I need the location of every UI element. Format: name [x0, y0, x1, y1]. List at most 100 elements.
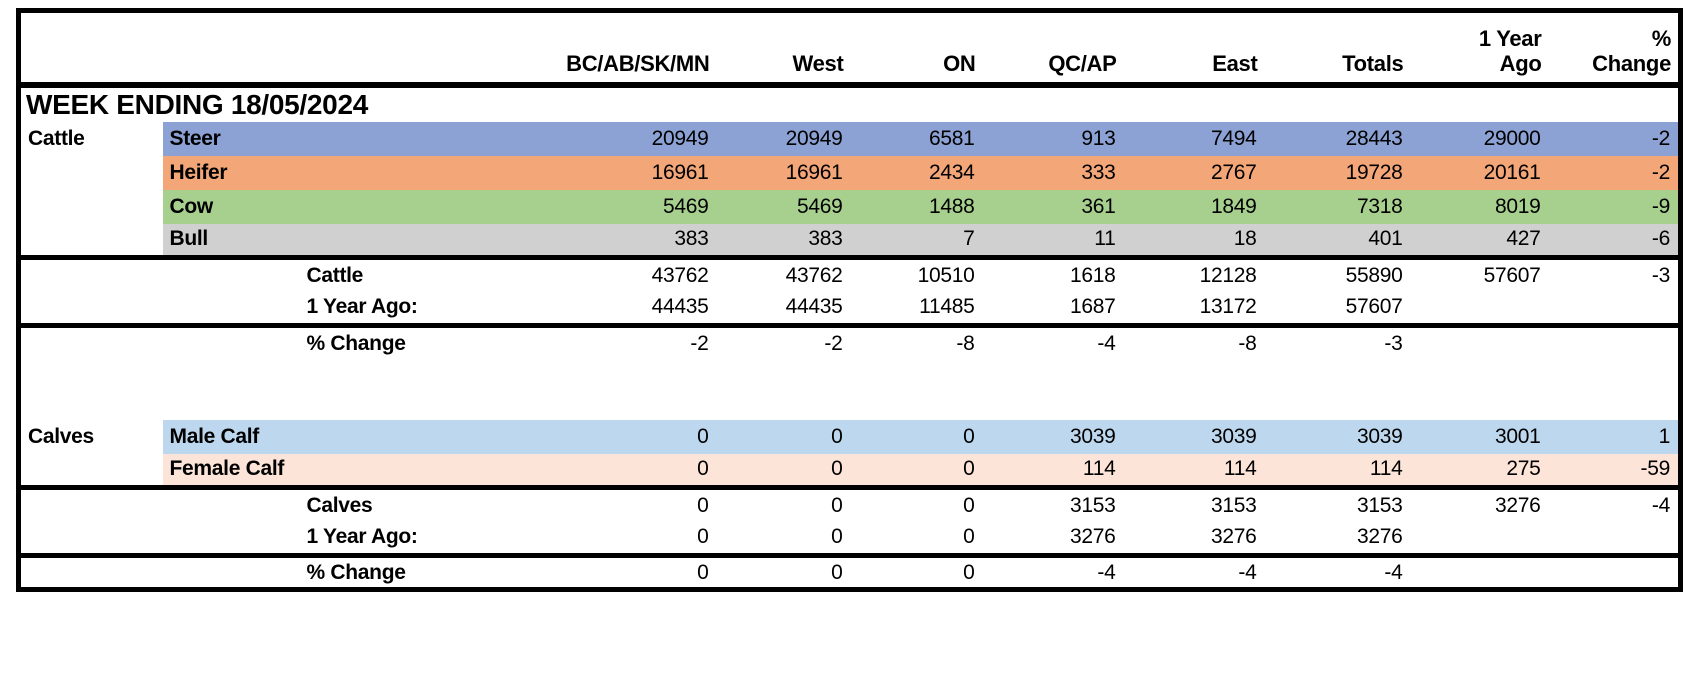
value-cell: -9	[1548, 189, 1681, 224]
table-row: Female Calf 0 0 0 114 114 114 275 -59	[18, 453, 1681, 490]
category-empty	[162, 521, 305, 558]
value-cell: 29000	[1410, 121, 1549, 156]
value-cell	[1548, 291, 1681, 328]
summary-empty	[304, 189, 463, 224]
table-row: Calves Male Calf 0 0 0 3039 3039 3039 3001 1	[19, 419, 1681, 454]
value-cell: 1618	[1069, 263, 1116, 287]
value-cell: 383	[462, 223, 717, 260]
value-cell: -4	[1651, 493, 1670, 517]
category-label: Male Calf	[162, 419, 305, 454]
value-cell: 0	[850, 419, 983, 454]
table-row: WEEK ENDING 18/05/2024	[19, 85, 1681, 122]
value-cell	[1410, 291, 1549, 328]
summary-empty	[304, 453, 463, 490]
value-cell: 114	[1123, 453, 1265, 490]
value-cell	[1410, 521, 1549, 558]
value-cell: 1849	[1123, 189, 1265, 224]
value-cell: 28443	[1264, 121, 1411, 156]
value-cell: 13172	[1123, 291, 1265, 328]
value-cell: -3	[1651, 263, 1670, 287]
table-row: Cow 5469 5469 1488 361 1849 7318 8019 -9	[19, 189, 1681, 224]
header-pct-change: % Change	[1548, 10, 1681, 88]
header-empty-category	[162, 10, 305, 88]
header-empty-group	[18, 10, 163, 88]
value-cell: -2	[1548, 155, 1681, 190]
value-cell: 0	[716, 419, 851, 454]
group-label	[18, 291, 163, 328]
summary-label: Cattle	[306, 263, 364, 287]
group-label	[18, 453, 163, 490]
value-cell: 7	[850, 223, 983, 260]
value-cell: 11	[982, 223, 1124, 260]
value-cell: 10510	[917, 263, 975, 287]
header-row: BC/AB/SK/MN West ON QC/AP East Totals 1 …	[18, 10, 1681, 88]
header-1-year-ago: 1 Year Ago	[1410, 10, 1549, 88]
value-cell: 16961	[716, 155, 851, 190]
value-cell: 3039	[982, 419, 1124, 454]
header-totals: Totals	[1264, 10, 1411, 88]
value-cell: 3039	[1123, 419, 1265, 454]
value-cell: 0	[462, 419, 717, 454]
value-cell: 401	[1264, 223, 1411, 260]
summary-label: % Change	[306, 560, 406, 584]
value-cell: 333	[982, 155, 1124, 190]
table-row: % Change 0 0 0 -4 -4 -4	[19, 556, 1681, 590]
group-label	[19, 190, 163, 224]
value-cell: 114	[982, 453, 1124, 490]
value-cell: 0	[831, 560, 843, 584]
value-cell: -8	[1238, 331, 1257, 355]
value-cell: 5469	[462, 189, 717, 224]
summary-empty	[304, 155, 463, 190]
value-cell: -4	[1097, 560, 1116, 584]
value-cell: 0	[697, 560, 709, 584]
value-cell: -59	[1548, 453, 1681, 490]
value-cell	[1411, 326, 1549, 360]
value-cell: 0	[716, 521, 851, 558]
group-label	[19, 326, 163, 360]
value-cell: 20949	[716, 121, 851, 156]
value-cell: 57607	[1483, 263, 1541, 287]
value-cell: -2	[690, 331, 709, 355]
value-cell: 3276	[1494, 493, 1541, 517]
table-row: Bull 383 383 7 11 18 401 427 -6	[18, 223, 1681, 260]
summary-label: 1 Year Ago:	[304, 291, 463, 328]
value-cell: 427	[1410, 223, 1549, 260]
value-cell: 913	[982, 121, 1124, 156]
value-cell: -2	[824, 331, 843, 355]
value-cell: 3276	[1123, 521, 1265, 558]
value-cell: 0	[462, 521, 717, 558]
spacer-cell	[19, 390, 1681, 420]
value-cell: 3039	[1264, 419, 1411, 454]
value-cell	[1549, 326, 1681, 360]
value-cell: 0	[697, 493, 709, 517]
value-cell: 2767	[1123, 155, 1265, 190]
table-row: Heifer 16961 16961 2434 333 2767 19728 20161 -2	[19, 155, 1681, 190]
table-row: 1 Year Ago: 0 0 0 3276 3276 3276	[18, 521, 1681, 558]
value-cell: 12128	[1199, 263, 1257, 287]
summary-label: 1 Year Ago:	[304, 521, 463, 558]
marketings-table: BC/AB/SK/MN West ON QC/AP East Totals 1 …	[16, 8, 1683, 592]
value-cell: 0	[963, 560, 975, 584]
value-cell: -3	[1384, 331, 1403, 355]
group-label	[18, 223, 163, 260]
value-cell: 3001	[1410, 419, 1549, 454]
category-label: Female Calf	[162, 453, 305, 490]
value-cell: 5469	[716, 189, 851, 224]
category-label: Bull	[162, 223, 305, 260]
value-cell: 1	[1548, 419, 1681, 454]
value-cell: 7494	[1123, 121, 1265, 156]
value-cell: 0	[850, 521, 983, 558]
group-label	[19, 156, 163, 190]
group-label	[18, 521, 163, 558]
value-cell: -4	[1097, 331, 1116, 355]
header-west: West	[716, 10, 851, 88]
value-cell: 19728	[1264, 155, 1411, 190]
category-label: Cow	[162, 189, 305, 224]
table-row	[19, 390, 1681, 420]
value-cell: 383	[716, 223, 851, 260]
value-cell: 16961	[462, 155, 717, 190]
header-on: ON	[850, 10, 983, 88]
header-bc-ab-sk-mn: BC/AB/SK/MN	[462, 10, 717, 88]
value-cell: 20949	[462, 121, 717, 156]
value-cell: 0	[850, 453, 983, 490]
